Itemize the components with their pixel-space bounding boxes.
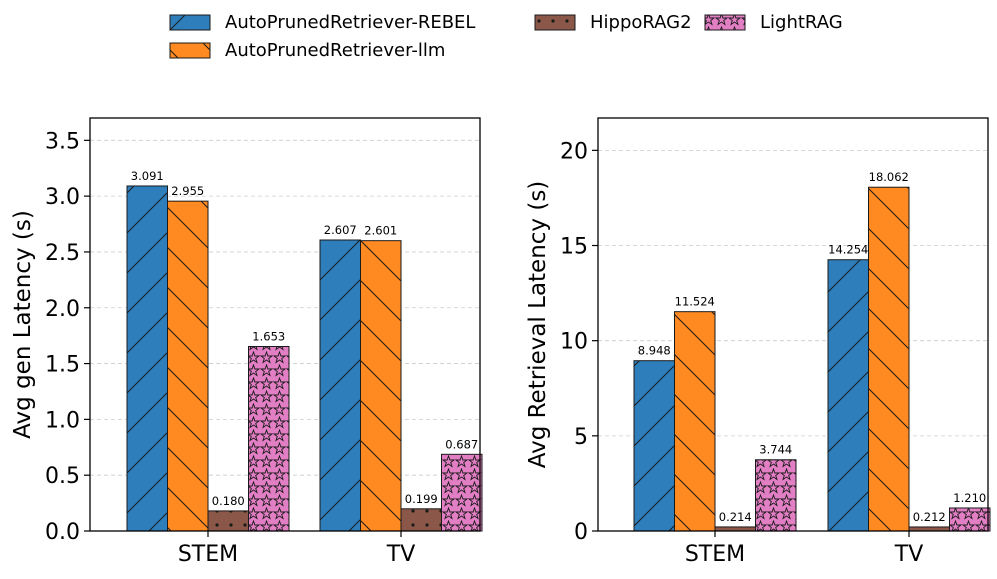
bar-autoprunedretriever-llm-stem [167,200,209,532]
bar-hatch [248,345,290,532]
bar-hatch [868,186,910,532]
bar-hatch [207,510,249,532]
bar-hatch [400,508,442,532]
y-tick-label: 0.0 [45,520,80,545]
bar-hatch [360,240,402,532]
bar-hatch [126,185,168,532]
bar-autoprunedretriever-llm-tv [360,240,402,532]
bar-value-label: 0.199 [405,492,438,506]
legend-label: AutoPrunedRetriever-llm [225,40,445,61]
bar-value-label: 0.214 [719,510,752,524]
bar-value-label: 0.212 [913,510,946,524]
legend: AutoPrunedRetriever-REBEL AutoPrunedRetri… [169,12,843,61]
bar-hatch [319,239,361,532]
y-tick-label: 0.5 [45,464,80,489]
bar-hatch [755,459,797,532]
y-tick-label: 5 [574,425,588,450]
plot-frame [597,117,989,532]
x-tick-label-tv: TV [386,542,416,567]
y-tick-label: 0 [574,520,588,545]
bar-value-label: 11.524 [675,295,715,309]
legend-swatch-pattern [704,14,746,31]
bar-hatch [674,311,716,532]
bar-value-label: 1.210 [953,491,986,505]
bar-hipporag2-stem [207,510,249,532]
legend-item-autoprunedretriever-llm: AutoPrunedRetriever-llm [169,40,445,61]
legend-item-hipporag2: HippoRAG2 [534,12,692,33]
bar-autoprunedretriever-rebel-tv [827,259,869,532]
x-tick-label-stem: STEM [178,542,238,567]
bar-value-label: 2.607 [324,223,357,237]
x-tick-label-stem: STEM [685,542,745,567]
bar-autoprunedretriever-rebel-tv [319,239,361,532]
legend-swatch-pattern [534,14,576,31]
legend-label: LightRAG [760,12,843,33]
y-tick-label: 3.0 [45,185,80,210]
bar-autoprunedretriever-rebel-stem [633,360,675,532]
x-tick-label-tv: TV [894,542,924,567]
bar-value-label: 2.601 [364,224,397,238]
y-tick-label: 3.5 [45,129,80,154]
bar-hatch [441,453,483,532]
bar-value-label: 3.091 [131,169,164,183]
bar-autoprunedretriever-llm-tv [868,186,910,532]
left-chart-gen-latency: 3.091 2.607 2.955 2.601 0.180 0.199 1.653 0.687… [10,117,483,567]
legend-item-autoprunedretriever-rebel: AutoPrunedRetriever-REBEL [169,12,475,33]
y-tick-label: 1.5 [45,353,80,378]
bar-hatch [949,507,991,532]
bar-value-label: 1.653 [252,329,285,343]
bar-value-label: 18.062 [869,170,909,184]
bar-lightrag-stem [248,345,290,532]
plot-frame [89,117,481,532]
bar-lightrag-tv [441,453,483,532]
right-chart-retrieval-latency: 8.948 14.254 11.524 18.062 0.214 0.212 3.744 1.… [525,117,991,567]
bar-hipporag2-tv [400,508,442,532]
bar-lightrag-stem [755,459,797,532]
legend-label: AutoPrunedRetriever-REBEL [225,12,475,33]
bar-hatch [633,360,675,532]
y-tick-label: 2.5 [45,241,80,266]
bar-value-label: 3.744 [759,443,792,457]
bar-value-label: 0.180 [212,494,245,508]
y-tick-label: 2.0 [45,297,80,322]
bar-hatch [827,259,869,532]
bar-value-label: 8.948 [638,344,671,358]
bar-lightrag-tv [949,507,991,532]
y-tick-label: 15 [560,235,588,260]
legend-item-lightrag: LightRAG [704,12,843,33]
y-tick-label: 1.0 [45,408,80,433]
legend-swatch-pattern [169,42,211,59]
y-tick-label: 10 [560,330,588,355]
bar-autoprunedretriever-llm-stem [674,311,716,532]
bar-hatch [167,200,209,532]
y-axis-label: Avg gen Latency (s) [10,210,36,439]
legend-label: HippoRAG2 [590,12,692,33]
bar-value-label: 2.955 [171,184,204,198]
y-axis-label: Avg Retrieval Latency (s) [525,181,551,469]
y-tick-label: 20 [560,139,588,164]
bar-autoprunedretriever-rebel-stem [126,185,168,532]
bar-value-label: 14.254 [828,243,868,257]
bar-value-label: 0.687 [445,437,478,451]
legend-swatch-pattern [169,14,211,31]
